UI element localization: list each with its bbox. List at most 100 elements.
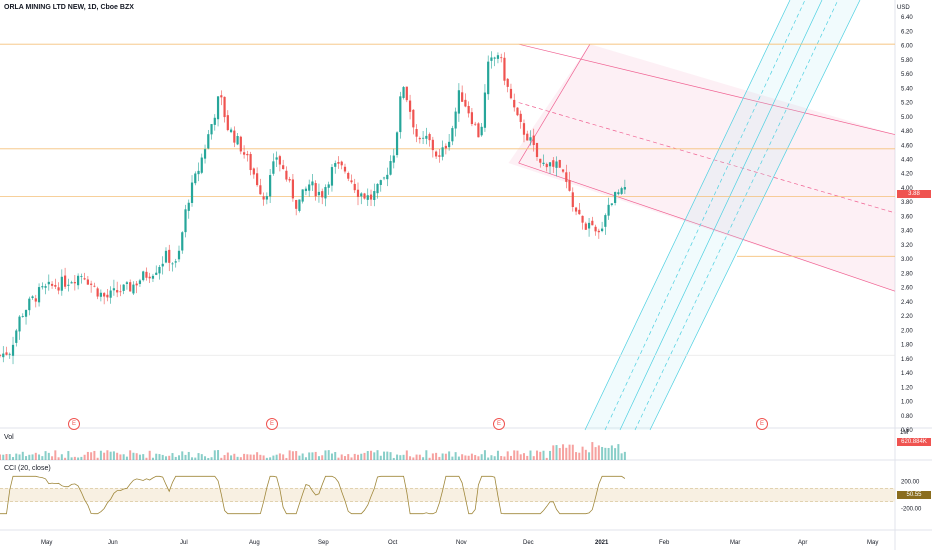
candle-body (265, 196, 268, 200)
currency-unit: USD (897, 5, 910, 11)
candle-body (464, 99, 467, 107)
y-tick-label: 2.20 (901, 314, 913, 320)
candle-body (421, 137, 425, 139)
volume-bar (594, 447, 597, 460)
candle-body (249, 153, 252, 171)
volume-last-badge: 620.884K (897, 438, 931, 446)
candle-body (311, 181, 314, 186)
cci-last-badge: 50.55 (897, 491, 931, 499)
candle-body (584, 223, 587, 230)
y-tick-label: 2.00 (901, 328, 913, 334)
volume-bar (148, 450, 151, 460)
volume-bar (191, 457, 194, 460)
candle-body (252, 168, 255, 175)
y-tick-label: 1.60 (901, 357, 913, 363)
volume-bar (370, 450, 373, 460)
candle-body (526, 133, 529, 141)
x-tick-label: Feb (659, 540, 670, 546)
candle-body (389, 161, 392, 175)
y-tick-label: 3.60 (901, 214, 913, 220)
pitchfork-drawing (508, 0, 896, 431)
volume-label: Vol (4, 434, 14, 441)
volume-bar (542, 450, 545, 460)
candle-body (164, 250, 168, 263)
candle-body (223, 96, 226, 118)
volume-bar (539, 451, 542, 460)
volume-bar (164, 456, 167, 460)
volume-bar (461, 454, 464, 460)
volume-bar (383, 451, 386, 460)
volume-bar (347, 454, 350, 460)
y-tick-label: 0.60 (901, 428, 913, 434)
candle-body (451, 128, 454, 142)
volume-bar (275, 454, 278, 460)
candle-body (330, 167, 334, 186)
volume-bar (317, 456, 320, 460)
candle-body (334, 163, 337, 167)
volume-bar (545, 457, 548, 460)
candle-body (93, 285, 96, 287)
volume-bar (67, 451, 70, 460)
candle-body (132, 284, 135, 294)
candle-body (607, 204, 610, 216)
candle-body (122, 284, 125, 291)
volume-bar (285, 457, 288, 460)
volume-bar (249, 454, 252, 460)
volume-bar (565, 447, 568, 460)
earnings-marker[interactable]: E (493, 418, 505, 430)
candle-body (148, 276, 151, 279)
candle-body (138, 280, 142, 284)
earnings-marker[interactable]: E (68, 418, 80, 430)
volume-bar (330, 453, 333, 460)
earnings-marker[interactable]: E (756, 418, 768, 430)
volume-bar (623, 451, 626, 460)
candle-body (233, 130, 236, 143)
volume-bar (487, 457, 490, 460)
candle-body (184, 209, 187, 233)
candle-body (382, 177, 386, 179)
candle-body (578, 209, 581, 215)
volume-bar (327, 450, 330, 460)
volume-bar (295, 451, 298, 460)
volume-bar (112, 451, 115, 460)
volume-bar (298, 455, 301, 460)
volume-bar (363, 452, 366, 460)
volume-bar (135, 453, 138, 460)
candle-body (503, 57, 506, 81)
x-tick-label: Mar (730, 540, 740, 546)
volume-bar (614, 448, 617, 460)
volume-bar (490, 455, 493, 460)
candle-body (487, 61, 490, 95)
candle-body (203, 149, 207, 159)
volume-bar (96, 457, 99, 460)
volume-bar (243, 453, 246, 460)
volume-bar (132, 452, 135, 460)
candle-body (83, 278, 86, 280)
candle-body (493, 57, 496, 59)
candle-body (77, 275, 80, 286)
candle-body (275, 157, 278, 160)
candle-body (539, 158, 542, 163)
candle-body (210, 124, 213, 135)
candle-body (461, 92, 464, 102)
volume-bar (86, 451, 89, 460)
candle-body (444, 145, 447, 149)
volume-bar (155, 453, 158, 460)
candle-body (106, 294, 109, 298)
volume-bar (506, 451, 509, 460)
volume-bar (73, 456, 76, 460)
volume-bar (122, 454, 125, 460)
volume-bar (360, 453, 363, 460)
volume-bar (18, 454, 21, 460)
volume-bar (409, 456, 412, 460)
candle-body (568, 180, 571, 191)
cci-tick-label: -200.00 (901, 506, 922, 512)
candle-body (116, 290, 119, 293)
teal-pitchfork-line (634, 0, 839, 431)
candle-body (532, 135, 535, 146)
volume-bar (617, 444, 620, 460)
candle-body (213, 117, 216, 125)
earnings-marker[interactable]: E (266, 418, 278, 430)
volume-bar (597, 445, 600, 460)
volume-bar (389, 452, 392, 460)
